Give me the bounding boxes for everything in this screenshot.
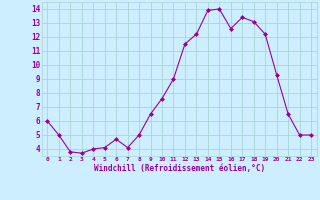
X-axis label: Windchill (Refroidissement éolien,°C): Windchill (Refroidissement éolien,°C) [94,164,265,173]
